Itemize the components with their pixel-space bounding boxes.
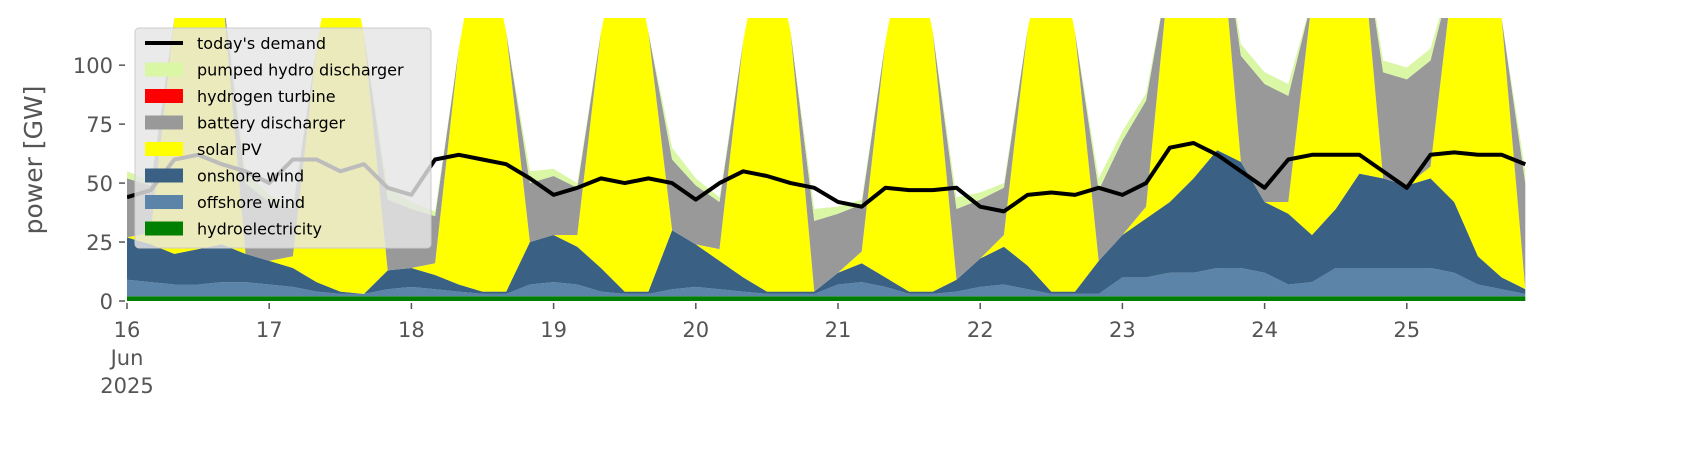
area xyxy=(127,150,1526,294)
legend-swatch xyxy=(145,168,183,183)
legend-label: battery discharger xyxy=(197,114,345,133)
legend-label: hydrogen turbine xyxy=(197,87,336,106)
legend-label: offshore wind xyxy=(197,193,305,212)
x-tick-label: 19 xyxy=(540,318,567,342)
x-tick-label: 24 xyxy=(1251,318,1278,342)
legend-box xyxy=(134,27,432,249)
legend-swatch xyxy=(145,142,183,156)
x-tick-label: 23 xyxy=(1109,318,1136,342)
x-tick-label: 25 xyxy=(1393,318,1420,342)
x-tick-label: 17 xyxy=(256,318,283,342)
x-tick-label: 20 xyxy=(682,318,709,342)
y-tick-label: 75 xyxy=(86,113,113,137)
legend-label: hydroelectricity xyxy=(197,220,322,239)
legend-swatch xyxy=(145,115,183,130)
y-tick-label: 0 xyxy=(100,290,113,314)
area xyxy=(127,18,1526,292)
area xyxy=(127,267,1526,297)
legend-swatch xyxy=(145,195,183,209)
legend-label: pumped hydro discharger xyxy=(197,61,404,80)
legend-swatch xyxy=(145,221,183,236)
area xyxy=(127,18,1526,294)
x-tick-label: 22 xyxy=(967,318,994,342)
legend-label: onshore wind xyxy=(197,167,304,186)
y-tick-label: 100 xyxy=(73,54,113,78)
area xyxy=(127,296,1526,301)
x-tick-label: 18 xyxy=(398,318,425,342)
x-tick-label: 16 Jun 2025 xyxy=(100,318,153,398)
y-tick-label: 25 xyxy=(86,231,113,255)
x-tick-label: 21 xyxy=(825,318,852,342)
y-axis-label: power [GW] xyxy=(19,86,48,235)
legend-label: solar PV xyxy=(197,140,262,159)
legend-swatch xyxy=(145,62,183,77)
legend-label: today's demand xyxy=(197,34,326,53)
legend-swatch xyxy=(145,89,183,103)
y-tick-label: 50 xyxy=(86,172,113,196)
